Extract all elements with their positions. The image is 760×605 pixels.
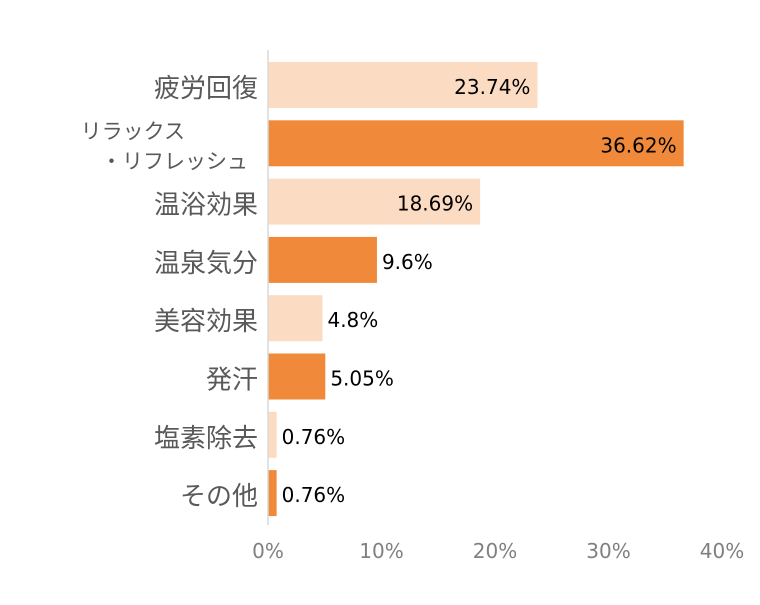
bar-7 (268, 411, 277, 458)
value-label-1: 23.74% (454, 75, 530, 99)
value-labels-layer: 23.74% 36.62% 18.69% 9.6% 4.8% 5.05% 0.76% 0.76… (282, 75, 677, 507)
value-label-3: 18.69% (397, 192, 473, 216)
bar-6 (268, 353, 326, 400)
x-tick-label-1: 0% (252, 539, 284, 563)
category-label-5: 美容効果 (154, 307, 258, 337)
category-label-6: 発汗 (206, 366, 258, 396)
bar-2 (268, 120, 684, 167)
x-tick-label-4: 30% (586, 539, 630, 563)
category-label-4: 温泉気分 (154, 249, 258, 279)
bar-5 (268, 295, 323, 342)
x-tick-label-5: 40% (700, 539, 744, 563)
value-label-5: 4.8% (327, 308, 378, 332)
category-label-8: その他 (180, 482, 258, 512)
bar-8 (268, 470, 277, 517)
tick-labels-layer: 0% 10% 20% 30% 40% (252, 539, 744, 563)
category-label-line-1: リラックス (81, 119, 185, 143)
category-label-1: 疲労回復 (154, 74, 258, 104)
bar-3 (268, 178, 481, 225)
bar-4 (268, 236, 377, 283)
x-tick-label-3: 20% (473, 539, 517, 563)
x-tick-label-2: 10% (359, 539, 403, 563)
bar-1 (268, 62, 538, 108)
value-label-8: 0.76% (282, 483, 346, 507)
category-label-3: 温浴効果 (154, 191, 258, 221)
value-label-7: 0.76% (282, 425, 346, 449)
value-label-4: 9.6% (382, 250, 433, 274)
value-label-6: 5.05% (330, 367, 394, 391)
category-label-2: リラックス・リフレッシュ (81, 119, 248, 173)
bars-layer (268, 62, 684, 517)
category-label-7: 塩素除去 (154, 424, 258, 454)
category-label-line-2: ・リフレッシュ (101, 149, 248, 173)
value-label-2: 36.62% (600, 133, 676, 157)
